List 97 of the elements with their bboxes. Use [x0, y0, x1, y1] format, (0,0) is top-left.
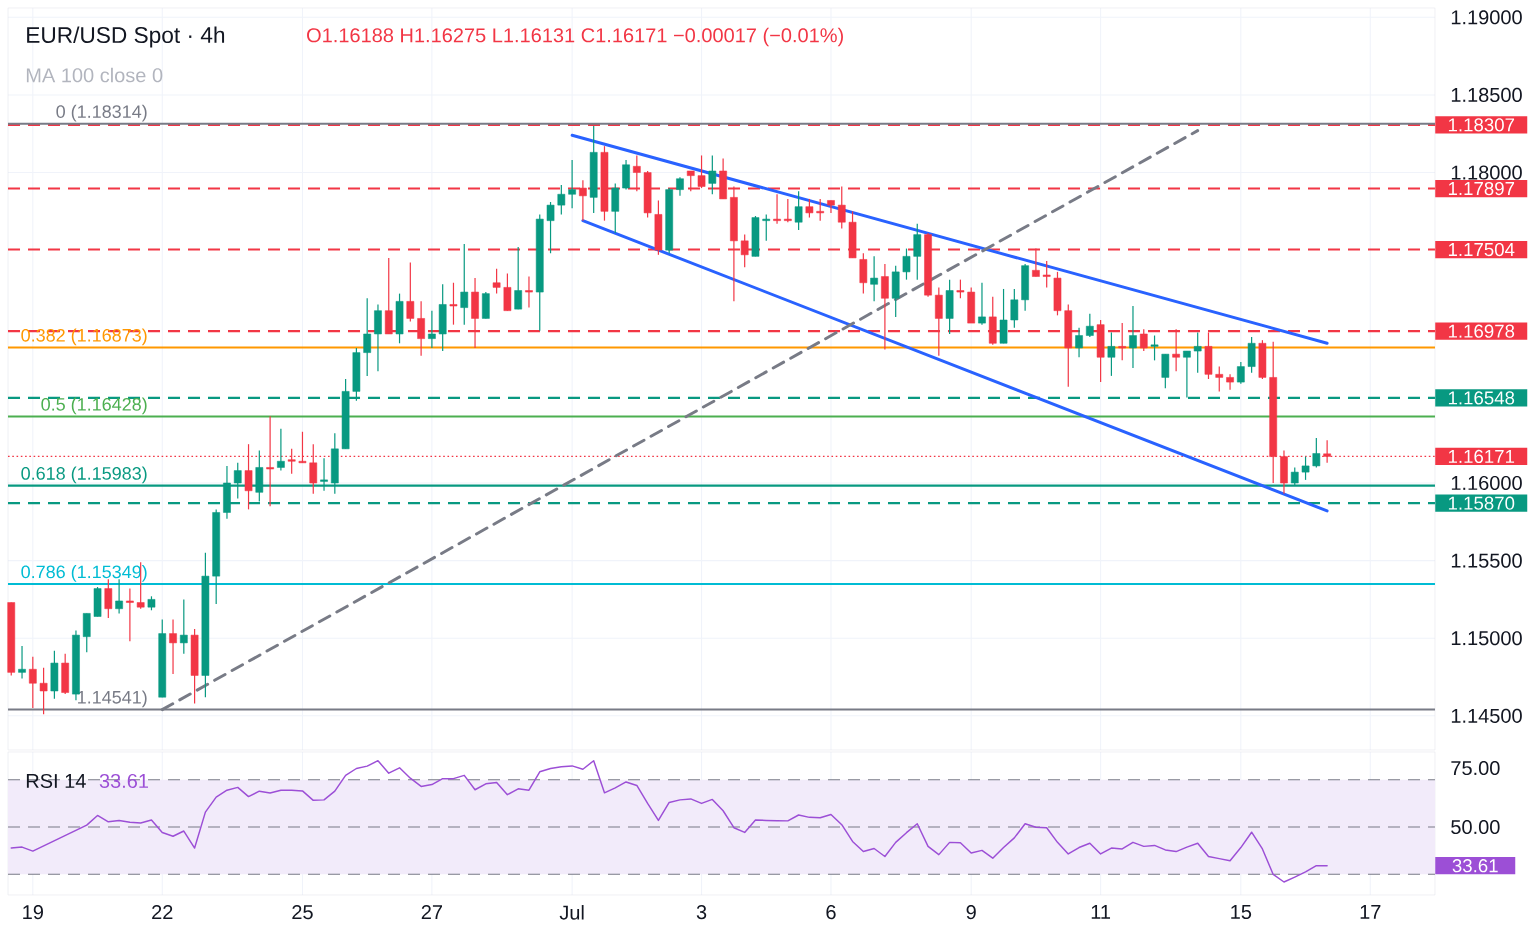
ref-line-label: 0 (1.18314)	[56, 104, 147, 122]
y-tick-label: 1.15500	[1451, 553, 1522, 568]
x-tick-label: 17	[1360, 905, 1381, 919]
candlestick	[1237, 361, 1245, 385]
candlestick	[1312, 437, 1321, 469]
candlestick	[622, 159, 630, 191]
candlestick	[546, 201, 555, 254]
y-tick-label: 1.18000	[1451, 165, 1522, 180]
candlestick	[913, 223, 922, 281]
x-tick-label: 3	[696, 905, 707, 920]
candlestick	[1215, 365, 1224, 392]
ref-line-label: 0.382 (1.16873)	[21, 328, 147, 346]
annotation: O1.16188 H1.16275 L1.16131 C1.16171 −0.00017 (−0.01%)	[307, 27, 843, 47]
ref-line-label: 1.18307	[1448, 118, 1515, 132]
candlestick	[859, 252, 868, 295]
ref-line-label: 1.15870	[1448, 496, 1515, 510]
candlestick	[1129, 305, 1137, 369]
x-tick-label: 27	[421, 905, 443, 919]
candlestick	[568, 159, 576, 209]
ref-line-label: 1.17504	[1448, 242, 1515, 257]
candlestick	[1193, 331, 1202, 374]
candlestick	[266, 415, 274, 507]
candlestick	[406, 261, 415, 323]
candlestick	[169, 618, 177, 675]
candlestick	[126, 587, 134, 642]
candlestick	[1118, 322, 1127, 361]
text: EUR/USD Spot · 4h	[27, 26, 225, 48]
candlestick	[428, 310, 436, 349]
ref-line-label: 1.16171	[1448, 449, 1515, 464]
text: 33.61	[1452, 859, 1498, 873]
candlestick	[784, 198, 792, 223]
candlestick	[557, 184, 566, 216]
candlestick	[1139, 328, 1148, 352]
candlestick	[1226, 373, 1234, 391]
candlestick	[827, 199, 835, 214]
candlestick	[773, 193, 781, 225]
y-tick-label: 50.00	[1451, 819, 1500, 835]
x-tick-label: 25	[292, 905, 313, 920]
y-tick-label: 1.19000	[1451, 10, 1522, 25]
annotation: 33.61	[99, 773, 149, 789]
annotation: MA 100 close 0	[26, 67, 163, 83]
candlestick	[514, 246, 523, 310]
candlestick	[816, 198, 825, 222]
candlestick	[1161, 353, 1170, 389]
candlestick	[1075, 327, 1083, 358]
x-tick-label: 15	[1231, 905, 1252, 919]
candlestick	[956, 279, 965, 299]
candlestick	[18, 645, 26, 680]
candlestick	[1010, 288, 1019, 329]
x-tick-label: Jul	[559, 905, 584, 920]
y-tick-label: 1.14500	[1451, 708, 1522, 723]
candlestick	[277, 428, 285, 472]
ref-line-label: 1.16548	[1448, 391, 1515, 405]
candlestick	[1301, 456, 1310, 481]
candlestick	[525, 275, 533, 309]
x-tick-label: 9	[966, 905, 976, 920]
candlestick	[708, 154, 717, 195]
text: RSI 14	[26, 773, 86, 789]
candlestick	[762, 213, 771, 242]
y-tick-label: 1.18500	[1451, 87, 1522, 102]
y-tick-label: 75.00	[1451, 760, 1500, 776]
candlestick	[870, 255, 878, 302]
candlestick	[794, 190, 803, 231]
candlestick	[28, 656, 37, 709]
candlestick	[1042, 260, 1051, 288]
y-tick-label: 1.16000	[1451, 475, 1522, 491]
ref-line-label: 1.17897	[1448, 181, 1515, 196]
candlestick	[460, 243, 469, 326]
candlestick	[999, 288, 1008, 344]
candlestick	[676, 176, 684, 197]
candlestick	[449, 282, 458, 326]
line-series	[10, 759, 1328, 883]
candlestick	[179, 598, 188, 655]
ref-line-label: 1.14541)	[78, 690, 147, 708]
candlestick	[363, 297, 372, 377]
candlestick	[374, 303, 382, 372]
candlestick	[1086, 313, 1094, 338]
x-tick-label: 22	[152, 905, 173, 919]
x-tick-label: 6	[826, 905, 836, 920]
candlestick	[82, 612, 91, 653]
ref-line-label: 0.5 (1.16428)	[41, 397, 147, 415]
candlestick	[492, 268, 501, 295]
candlestick	[902, 247, 911, 281]
candlestick	[1150, 334, 1159, 361]
candlestick	[1107, 331, 1116, 377]
candlestick	[503, 272, 512, 312]
candlestick	[39, 667, 48, 715]
candlestick	[881, 263, 889, 351]
candlestick	[611, 182, 620, 234]
y-tick-label: 1.15000	[1451, 631, 1522, 646]
candlestick	[978, 282, 986, 326]
ref-line-label: 1.16978	[1448, 324, 1515, 338]
candlestick	[805, 198, 814, 219]
ref-line-label: 0.618 (1.15983)	[21, 466, 147, 484]
x-tick-label: 11	[1091, 905, 1111, 919]
x-tick-label: 19	[23, 905, 43, 920]
candlestick	[1247, 336, 1256, 374]
